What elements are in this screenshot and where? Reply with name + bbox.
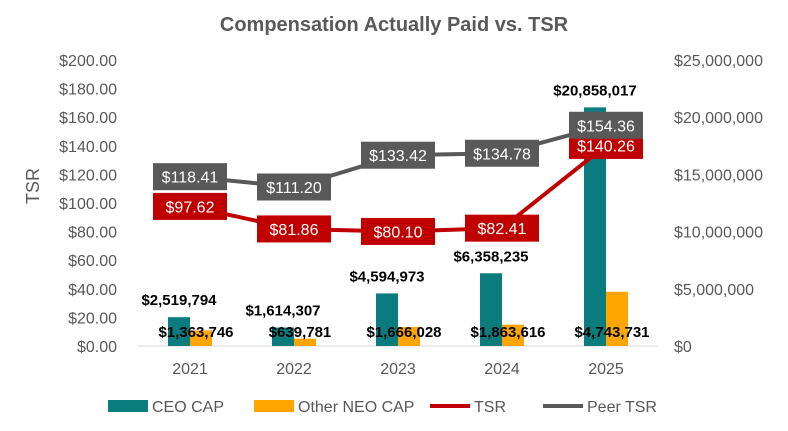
left-tick-label: $40.00: [68, 282, 117, 299]
bar-other-neo-cap: [606, 291, 628, 346]
ceo-cap-data-label: $6,358,235: [453, 248, 528, 265]
peer-tsr-label-box: [465, 139, 539, 167]
legend-label-other-neo-cap: Other NEO CAP: [298, 399, 414, 416]
right-tick-label: $0: [674, 339, 692, 356]
peer-tsr-data-label: $134.78: [473, 146, 531, 163]
left-tick-label: $60.00: [68, 253, 117, 270]
x-tick-label: 2025: [588, 361, 624, 378]
x-tick-label: 2024: [484, 361, 520, 378]
left-tick-label: $100.00: [59, 196, 117, 213]
peer-tsr-label-box: [569, 111, 643, 139]
left-tick-label: $180.00: [59, 82, 117, 99]
x-tick-label: 2021: [172, 361, 208, 378]
left-tick-label: $200.00: [59, 53, 117, 70]
lines-layer: [189, 123, 608, 234]
peer-tsr-label-box: [153, 163, 227, 191]
right-axis-ticks: $0 $5,000,000 $10,000,000 $15,000,000 $20,00…: [674, 53, 763, 356]
peer-tsr-label-box: [361, 141, 435, 169]
x-tick-label: 2022: [276, 361, 312, 378]
peer-tsr-data-label: $118.41: [162, 170, 219, 187]
tsr-data-label: $97.62: [166, 199, 215, 216]
ceo-cap-data-label: $1,614,307: [245, 303, 320, 320]
bars-layer: [168, 107, 628, 347]
legend-label-ceo-cap: CEO CAP: [152, 399, 224, 416]
x-axis-ticks: 2021 2022 2023 2024 2025: [172, 361, 624, 378]
bar-other-neo-cap: [294, 338, 316, 346]
bar-ceo-cap: [376, 293, 398, 346]
left-tick-label: $120.00: [59, 167, 117, 184]
tsr-data-label: $81.86: [270, 222, 319, 239]
other-neo-cap-data-label: $1,363,746: [158, 324, 233, 341]
legend: CEO CAP Other NEO CAP TSR Peer TSR: [108, 399, 657, 416]
peer-tsr-data-label: $154.36: [577, 118, 635, 135]
tsr-label-box: [361, 217, 435, 245]
tsr-data-label: $82.41: [478, 221, 527, 238]
other-neo-cap-data-label: $4,743,731: [574, 324, 649, 341]
peer-tsr-label-box: [257, 173, 331, 201]
bar-ceo-cap: [168, 317, 190, 346]
bar-other-neo-cap: [502, 324, 524, 346]
bar-ceo-cap: [480, 273, 502, 346]
legend-label-peer-tsr: Peer TSR: [587, 399, 657, 416]
tsr-label-box: [465, 214, 539, 242]
tsr-label-box: [153, 192, 227, 220]
left-tick-label: $20.00: [68, 310, 117, 327]
left-tick-label: $0.00: [77, 339, 117, 356]
legend-swatch-other-neo-cap: [254, 400, 294, 412]
ceo-cap-data-label: $2,519,794: [141, 292, 217, 309]
right-tick-label: $20,000,000: [674, 110, 763, 127]
left-tick-label: $160.00: [59, 110, 117, 127]
x-tick-label: 2023: [380, 361, 416, 378]
tsr-label-box: [257, 215, 331, 243]
right-tick-label: $5,000,000: [674, 282, 754, 299]
bar-ceo-cap: [584, 107, 606, 347]
peer-tsr-data-label: $111.20: [266, 180, 322, 197]
tsr-data-label: $80.10: [374, 224, 423, 241]
bar-ceo-cap: [272, 327, 294, 346]
bar-labels-layer: $2,519,794 $1,614,307 $4,594,973 $6,358,235…: [141, 82, 649, 341]
other-neo-cap-data-label: $639,781: [269, 324, 332, 341]
peer-tsr-data-label: $133.42: [369, 148, 427, 165]
ceo-cap-data-label: $20,858,017: [553, 82, 636, 99]
y-axis-title: TSR: [23, 168, 43, 204]
right-tick-label: $10,000,000: [674, 225, 763, 242]
left-tick-label: $140.00: [59, 139, 117, 156]
right-tick-label: $25,000,000: [674, 53, 763, 70]
bar-other-neo-cap: [190, 330, 212, 346]
left-axis-ticks: $0.00 $20.00 $40.00 $60.00 $80.00 $100.00 $120…: [59, 53, 117, 356]
bar-other-neo-cap: [398, 326, 420, 346]
chart-title: Compensation Actually Paid vs. TSR: [220, 14, 569, 36]
other-neo-cap-data-label: $1,666,028: [366, 324, 441, 341]
right-tick-label: $15,000,000: [674, 167, 763, 184]
point-labels-layer: $97.62 $81.86 $80.10 $82.41 $140.26 $118.41 $1…: [153, 111, 643, 245]
left-tick-label: $80.00: [68, 225, 117, 242]
legend-label-tsr: TSR: [474, 399, 506, 416]
legend-swatch-ceo-cap: [108, 400, 148, 412]
tsr-data-label: $140.26: [577, 138, 635, 155]
other-neo-cap-data-label: $1,863,616: [470, 324, 545, 341]
ceo-cap-data-label: $4,594,973: [349, 268, 424, 285]
